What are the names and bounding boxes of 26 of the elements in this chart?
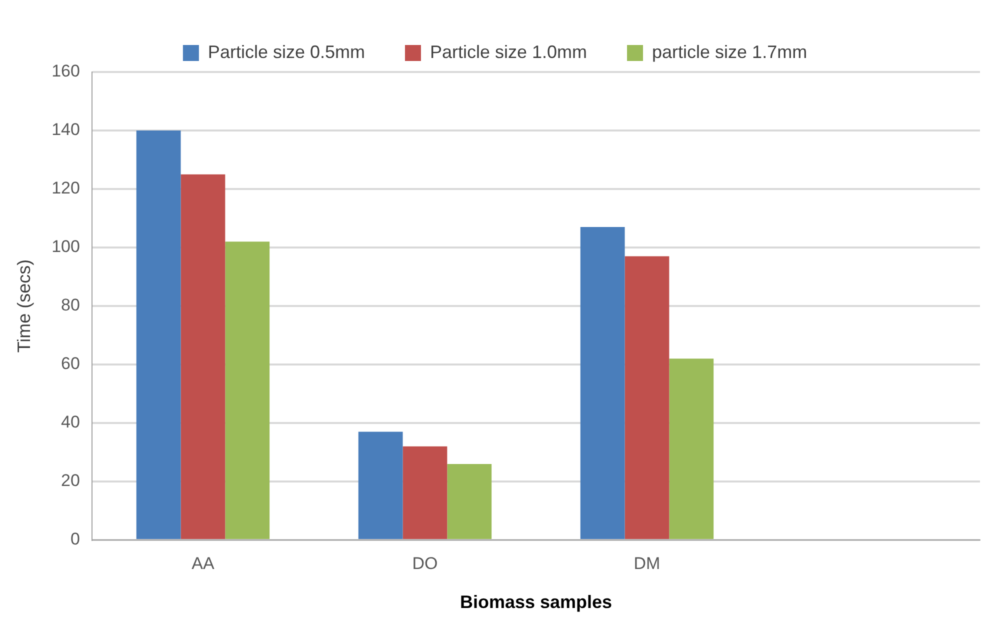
legend-label: Particle size 0.5mm [208, 42, 365, 62]
bar [358, 432, 403, 539]
x-tick-label: DM [634, 554, 660, 573]
x-tick-label: DO [412, 554, 438, 573]
bar [136, 130, 181, 539]
y-axis-title: Time (secs) [14, 259, 34, 353]
bar [402, 446, 448, 539]
x-tick-label: AA [192, 554, 215, 573]
legend-label: Particle size 1.0mm [430, 42, 588, 62]
y-tick-label: 40 [61, 412, 80, 432]
bar [624, 256, 670, 539]
bar [580, 227, 625, 539]
y-tick-label: 60 [61, 354, 80, 374]
y-tick-label: 100 [52, 237, 80, 256]
legend-label: particle size 1.7mm [652, 42, 808, 62]
bar [180, 174, 226, 539]
bar [669, 358, 714, 539]
y-tick-label: 80 [61, 296, 80, 315]
bar [447, 464, 492, 539]
bar [225, 242, 270, 539]
y-tick-label: 160 [52, 62, 80, 81]
y-tick-label: 120 [52, 178, 80, 198]
y-tick-label: 140 [52, 120, 80, 140]
y-tick-label: 0 [70, 530, 80, 549]
y-tick-label: 20 [61, 471, 80, 490]
x-axis-title: Biomass samples [460, 592, 612, 612]
